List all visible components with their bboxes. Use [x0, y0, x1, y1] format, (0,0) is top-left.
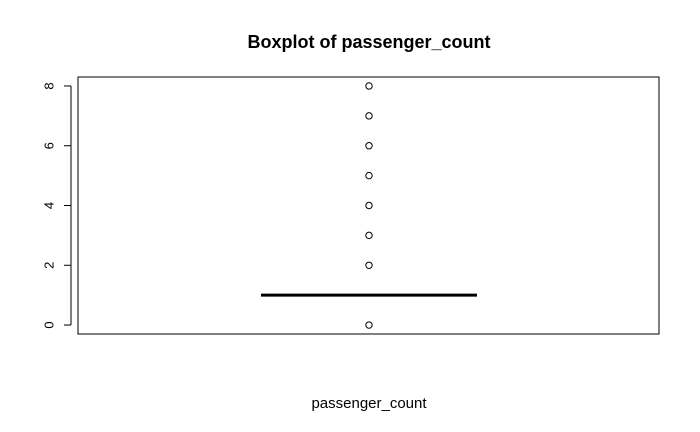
- y-tick-label: 8: [42, 82, 57, 89]
- chart-title: Boxplot of passenger_count: [247, 32, 490, 52]
- outlier-point: [365, 142, 373, 150]
- x-axis-label: passenger_count: [311, 395, 427, 412]
- outlier-point: [365, 112, 373, 120]
- outlier-point: [365, 231, 373, 240]
- outlier-point: [365, 261, 373, 269]
- y-tick-label: 6: [42, 142, 57, 149]
- outlier-point: [365, 201, 373, 210]
- outlier-point: [365, 171, 373, 180]
- y-tick-label: 0: [42, 321, 57, 328]
- y-tick-label: 2: [42, 262, 57, 269]
- plot-frame: [77, 76, 660, 335]
- outlier-point: [365, 321, 373, 329]
- y-tick-label: 4: [42, 202, 57, 209]
- box-marks: [261, 82, 477, 329]
- outlier-point: [365, 82, 373, 90]
- y-axis: 0 2 4 6 8: [42, 82, 72, 329]
